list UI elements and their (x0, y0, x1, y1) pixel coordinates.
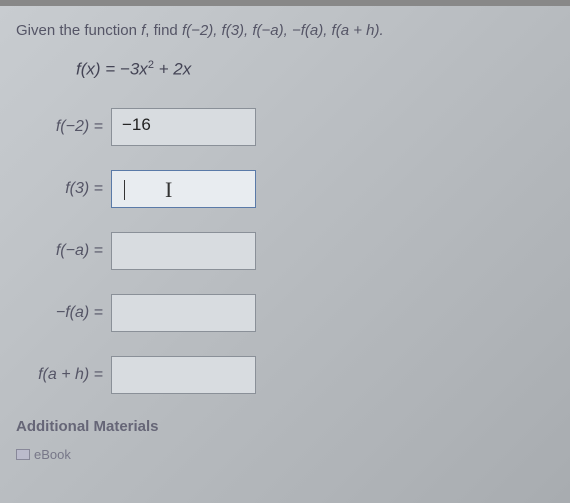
row-label: f(a + h) = (16, 366, 111, 384)
prompt-mid: , find (145, 22, 182, 39)
answer-input[interactable]: −16 (111, 108, 256, 146)
row-label: −f(a) = (16, 304, 111, 322)
additional-materials-heading: Additional Materials (16, 418, 554, 435)
row-label: f(−2) = (16, 118, 111, 136)
prompt-exprs: f(−2), f(3), f(−a), −f(a), f(a + h). (182, 22, 384, 39)
answer-row: −f(a) = (16, 294, 554, 332)
func-lhs: f(x) = (76, 60, 120, 79)
answer-row: f(−2) =−16 (16, 108, 554, 146)
ebook-icon (16, 449, 30, 460)
ibeam-cursor-icon: I (165, 177, 172, 203)
answer-row: f(−a) = (16, 232, 554, 270)
ebook-link[interactable]: eBook (16, 447, 554, 462)
row-label: f(3) = (16, 180, 111, 198)
row-label: f(−a) = (16, 242, 111, 260)
prompt-pre: Given the function (16, 22, 141, 39)
func-rhs-post: + 2x (154, 60, 191, 79)
function-definition: f(x) = −3x2 + 2x (76, 59, 554, 80)
answer-input[interactable] (111, 294, 256, 332)
answer-input[interactable]: I (111, 170, 256, 208)
question-prompt: Given the function f, find f(−2), f(3), … (16, 20, 554, 41)
answer-input[interactable] (111, 356, 256, 394)
answer-row: f(3) = I (16, 170, 554, 208)
answer-input[interactable] (111, 232, 256, 270)
text-cursor (124, 180, 125, 200)
ebook-label: eBook (34, 447, 71, 462)
answer-row: f(a + h) = (16, 356, 554, 394)
func-rhs-pre: −3x (120, 60, 148, 79)
